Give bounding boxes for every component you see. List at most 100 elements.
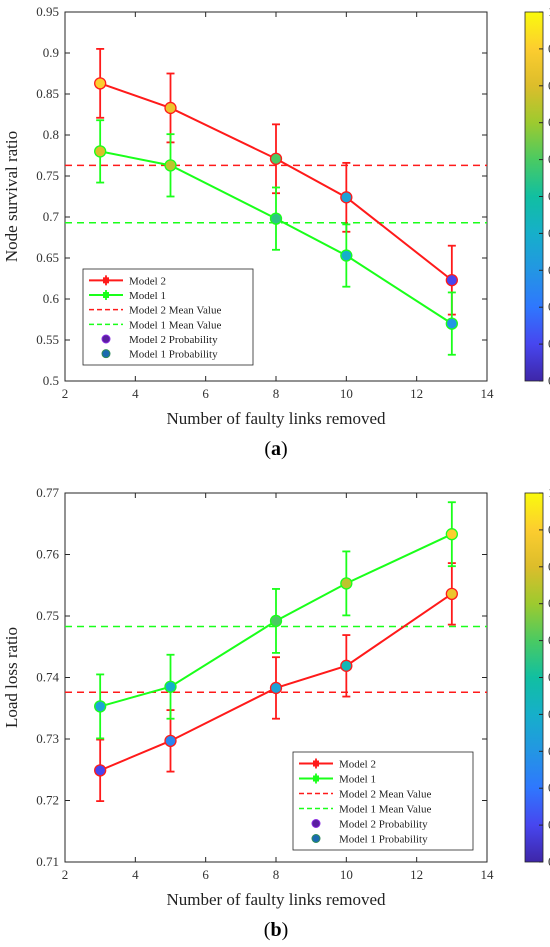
- colorbar-tick-label: 0.8: [548, 78, 550, 93]
- y-tick-label: 0.74: [36, 670, 59, 685]
- caption-open: (: [264, 919, 271, 941]
- legend: Model 2 Model 1 Model 2 Mean Value Model 1 …: [292, 751, 474, 851]
- colorbar-tick-label: 0.8: [548, 559, 550, 574]
- y-tick-label: 0.75: [36, 608, 59, 623]
- x-tick-label: 4: [132, 867, 139, 882]
- colorbar-tick-label: 1: [548, 485, 550, 500]
- colorbar-tick-label: 0.2: [548, 299, 550, 314]
- colorbar-tick-label: 0.9: [548, 522, 550, 537]
- legend-swatch-marker: [103, 277, 109, 284]
- y-tick-label: 0.76: [36, 547, 59, 562]
- caption-letter: b: [270, 919, 281, 941]
- colorbar-tick-label: 0.1: [548, 336, 550, 351]
- x-tick-label: 8: [273, 867, 280, 882]
- colorbar-tick-label: 0.6: [548, 633, 550, 648]
- y-tick-label: 0.73: [36, 731, 59, 746]
- caption-open: (: [264, 438, 271, 460]
- colorbar-tick-label: 0.7: [548, 596, 550, 611]
- legend-label: Model 2 Probability: [339, 819, 428, 831]
- y-tick-label: 0.55: [36, 332, 59, 347]
- colorbar-tick-label: 0.5: [548, 189, 550, 204]
- colorbar: 0 0.1 0.2 0.3 0.4 0.5 0.6 0.7 0.8 0.9 1: [524, 485, 550, 869]
- x-tick-label: 6: [202, 386, 209, 401]
- model-2-point: [445, 273, 458, 287]
- x-axis-label: Number of faulty links removed: [166, 890, 386, 909]
- chart-panel-a: 2 4 6 8 10 12 14 0.5 0.55 0.6 0.65 0.7 0.75 0.8 0.85 0.…: [2, 4, 550, 460]
- x-tick-label: 12: [410, 867, 423, 882]
- legend-swatch-dot: [311, 819, 321, 828]
- caption-close: ): [282, 919, 289, 941]
- caption-letter: a: [271, 438, 281, 460]
- legend-label: Model 2 Mean Value: [339, 789, 431, 801]
- colorbar-tick-label: 0.3: [548, 743, 550, 758]
- legend-swatch-dot: [101, 349, 111, 359]
- colorbar-tick-label: 0: [548, 373, 550, 388]
- x-tick-label: 10: [340, 386, 353, 401]
- y-tick-label: 0.85: [36, 86, 59, 101]
- colorbar-tick-label: 0.4: [548, 225, 550, 240]
- model-2-point: [340, 659, 353, 672]
- model-2-point: [164, 101, 177, 115]
- model-1-point: [94, 700, 107, 713]
- legend-label: Model 1: [339, 774, 376, 786]
- model-1-point: [269, 212, 283, 225]
- panel-caption: (a): [264, 438, 287, 460]
- colorbar-tick-label: 0.5: [548, 670, 550, 685]
- colorbar-tick-label: 0: [548, 854, 550, 869]
- model-1-point: [445, 528, 458, 541]
- model-1-point: [340, 249, 353, 262]
- y-tick-label: 0.71: [36, 854, 59, 869]
- x-tick-label: 4: [132, 386, 139, 401]
- colorbar-tick-label: 0.4: [548, 706, 550, 721]
- legend-swatch-dot: [101, 334, 111, 344]
- colorbar-tick-label: 0.7: [548, 115, 550, 130]
- x-axis-label: Number of faulty links removed: [166, 409, 386, 428]
- model-1-point: [164, 159, 177, 172]
- y-axis-label: Node survival ratio: [2, 131, 21, 262]
- legend-box: [82, 268, 254, 366]
- x-tick-label: 2: [62, 386, 69, 401]
- colorbar-tick-label: 0.9: [548, 41, 550, 56]
- y-tick-label: 0.8: [43, 127, 59, 142]
- x-tick-label: 12: [410, 386, 423, 401]
- y-axis-label: Load loss ratio: [2, 627, 21, 728]
- colorbar-tick-label: 0.1: [548, 817, 550, 832]
- model-1-point: [94, 145, 107, 158]
- chart-panel-b: 2 4 6 8 10 12 140.710.720.730.740.750.760.77Nu…: [2, 485, 550, 941]
- panel-caption: (b): [264, 919, 288, 941]
- legend-label: Model 2 Probability: [129, 334, 218, 346]
- model-2-point: [94, 764, 107, 777]
- model-2-point: [164, 734, 177, 747]
- model-2-point: [445, 587, 458, 601]
- y-tick-label: 0.95: [36, 4, 59, 19]
- legend-swatch-marker: [313, 775, 319, 782]
- y-tick-label: 0.72: [36, 793, 59, 808]
- x-tick-label: 8: [273, 386, 280, 401]
- model-2-point: [340, 191, 353, 204]
- x-tick-label: 6: [202, 867, 209, 882]
- legend-swatch-marker: [103, 292, 109, 298]
- y-tick-label: 0.5: [43, 373, 59, 388]
- colorbar-tick-label: 0.3: [548, 262, 550, 277]
- model-2-point: [269, 681, 283, 695]
- legend-label: Model 1 Mean Value: [129, 319, 221, 331]
- y-tick-label: 0.75: [36, 168, 59, 183]
- y-tick-label: 0.9: [43, 45, 59, 60]
- y-tick-label: 0.6: [43, 291, 60, 306]
- model-1-point: [445, 317, 458, 330]
- y-tick-label: 0.65: [36, 250, 59, 265]
- legend-label: Model 1: [129, 290, 166, 302]
- colorbar-tick-label: 0.6: [548, 152, 550, 167]
- model-2-point: [269, 152, 283, 165]
- legend-label: Model 1 Probability: [129, 349, 218, 361]
- model-2-point: [94, 77, 107, 90]
- model-1-point: [340, 577, 353, 590]
- model-1-point: [269, 614, 283, 628]
- model-1-point: [164, 680, 177, 693]
- x-tick-label: 14: [481, 867, 495, 882]
- legend-label: Model 2: [339, 759, 376, 771]
- x-tick-label: 14: [481, 386, 495, 401]
- x-tick-label: 2: [62, 867, 69, 882]
- legend-box: [292, 751, 474, 851]
